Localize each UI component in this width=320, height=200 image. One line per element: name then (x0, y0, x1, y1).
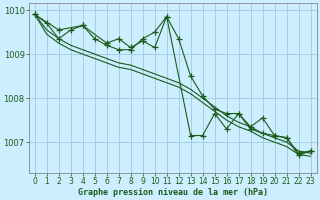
X-axis label: Graphe pression niveau de la mer (hPa): Graphe pression niveau de la mer (hPa) (78, 188, 268, 197)
